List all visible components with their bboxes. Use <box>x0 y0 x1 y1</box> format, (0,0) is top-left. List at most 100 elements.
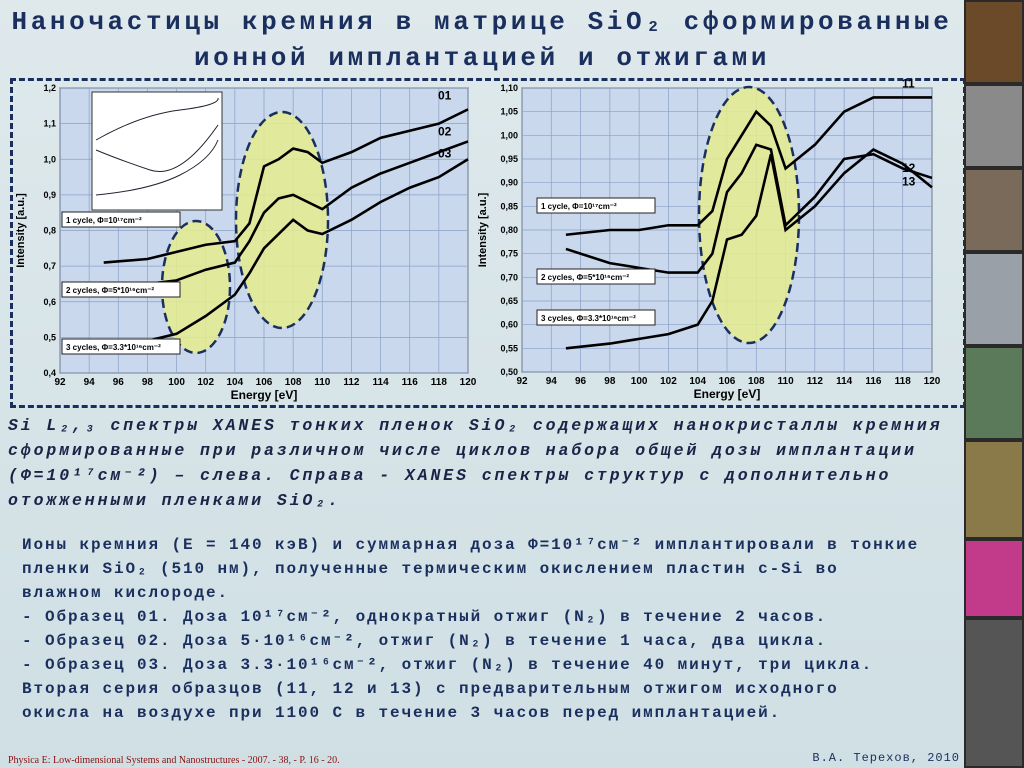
x-tick-label: 116 <box>402 377 419 388</box>
y-tick-label: 0,6 <box>43 297 56 307</box>
x-tick-label: 112 <box>807 376 824 387</box>
source: Physica E: Low-dimensional Systems and N… <box>8 755 340 766</box>
x-tick-label: 110 <box>778 376 795 387</box>
x-tick-label: 106 <box>719 376 736 387</box>
x-tick-label: 114 <box>836 376 853 387</box>
y-tick-label: 0,9 <box>43 190 56 200</box>
annotation-box <box>61 281 181 298</box>
body-line: влажном кислороде. <box>22 584 230 602</box>
body-line: - Образец 02. Доза 5·10¹⁶см⁻², отжиг (N₂… <box>22 632 828 650</box>
x-tick-label: 108 <box>748 376 765 387</box>
y-axis-label: Intensity [a.u.] <box>15 193 27 268</box>
series-label: 02 <box>438 124 452 138</box>
inset-curve <box>95 139 219 196</box>
x-tick-label: 112 <box>343 377 360 388</box>
title: Наночастицы кремния в матрице SiO₂ сформ… <box>0 4 964 76</box>
caption-line: Si L₂,₃ спектры XANES тонких пленок SiO₂… <box>8 416 943 435</box>
caption-line: отожженными пленками SiO₂. <box>8 491 341 510</box>
y-tick-label: 0,75 <box>500 249 518 259</box>
x-tick-label: 110 <box>314 377 331 388</box>
y-tick-label: 0,8 <box>43 226 56 236</box>
body-line: окисла на воздухе при 1100 С в течение 3… <box>22 704 782 722</box>
photo <box>966 2 1022 82</box>
inset-plot <box>91 91 223 211</box>
series-line <box>103 108 469 264</box>
y-axis-label: Intensity [a.u.] <box>477 192 489 267</box>
photo <box>966 620 1022 766</box>
y-tick-label: 0,80 <box>500 225 518 235</box>
photo-strip <box>964 0 1024 768</box>
x-tick-label: 104 <box>689 376 706 387</box>
y-tick-label: 1,2 <box>43 83 56 93</box>
x-tick-label: 116 <box>865 376 882 387</box>
y-tick-label: 1,05 <box>500 107 518 117</box>
series-label: 03 <box>438 146 452 160</box>
charts: 92 94 96 98 100 102 104 106 108 110 112 114 116 118 12… <box>15 76 941 402</box>
body-line: - Образец 01. Доза 10¹⁷см⁻², однократный… <box>22 608 828 626</box>
x-tick-label: 118 <box>895 376 912 387</box>
annotation-box <box>61 338 181 355</box>
y-tick-label: 0,55 <box>500 343 518 353</box>
x-tick-label: 108 <box>285 377 302 388</box>
x-tick-label: 96 <box>575 376 587 387</box>
x-tick-label: 106 <box>256 377 273 388</box>
x-tick-label: 98 <box>142 377 154 388</box>
x-tick-label: 92 <box>54 377 66 388</box>
body-line: Вторая серия образцов (11, 12 и 13) с пр… <box>22 680 839 698</box>
y-tick-label: 0,4 <box>43 368 56 378</box>
inset-curve <box>95 97 219 141</box>
x-tick-label: 100 <box>168 377 185 388</box>
x-tick-label: 120 <box>924 376 941 387</box>
x-tick-label: 104 <box>227 377 244 388</box>
series-line <box>103 140 469 286</box>
title-line: Наночастицы кремния в матрице SiO₂ сформ… <box>11 7 953 37</box>
annotation: 2 cycles, Φ=5*10¹⁶cm⁻² <box>541 273 629 282</box>
x-axis-label: Energy [eV] <box>231 388 298 402</box>
body-line: пленки SiO₂ (510 нм), полученные термиче… <box>22 560 839 578</box>
body-line: - Образец 03. Доза 3.3·10¹⁶см⁻², отжиг (… <box>22 656 874 674</box>
x-axis-label: Energy [eV] <box>694 387 761 401</box>
y-tick-label: 0,95 <box>500 154 518 164</box>
author: В.А. Терехов, 2010 <box>812 751 960 765</box>
inset-curve <box>95 124 219 172</box>
series-label: 11 <box>902 76 915 90</box>
y-tick-label: 1,10 <box>500 83 518 93</box>
highlight <box>234 110 330 330</box>
photo <box>966 541 1022 616</box>
y-tick-label: 0,5 <box>43 332 56 342</box>
annotation: 3 cycles, Φ=3.3*10¹⁶cm⁻² <box>541 314 636 323</box>
x-tick-label: 94 <box>546 376 558 387</box>
series-line <box>103 158 469 346</box>
y-tick-label: 1,0 <box>43 154 56 164</box>
y-tick-label: 0,90 <box>500 178 518 188</box>
annotation-box <box>61 211 181 228</box>
series-label: 01 <box>438 88 452 102</box>
x-tick-label: 114 <box>373 377 390 388</box>
annotation-box <box>536 268 656 285</box>
y-tick-label: 0,50 <box>500 367 518 377</box>
x-tick-label: 100 <box>631 376 648 387</box>
x-tick-label: 118 <box>431 377 448 388</box>
annotation: 3 cycles, Φ=3.3*10¹⁶cm⁻² <box>66 343 161 352</box>
photo <box>966 86 1022 166</box>
x-tick-label: 120 <box>460 377 477 388</box>
photo <box>966 254 1022 344</box>
photo <box>966 348 1022 438</box>
x-tick-label: 102 <box>660 376 677 387</box>
x-tick-label: 94 <box>84 377 96 388</box>
photo <box>966 442 1022 537</box>
x-tick-label: 102 <box>197 377 214 388</box>
annotation: 2 cycles, Φ=5*10¹⁶cm⁻² <box>66 286 154 295</box>
x-tick-label: 96 <box>113 377 125 388</box>
caption-line: (Φ=10¹⁷см⁻²) – слева. Справа - XANES спе… <box>8 466 892 485</box>
y-tick-label: 0,65 <box>500 296 518 306</box>
x-tick-label: 98 <box>604 376 616 387</box>
body-line: Ионы кремния (E = 140 кэВ) и суммарная д… <box>22 536 920 554</box>
y-tick-label: 0,85 <box>500 201 518 211</box>
y-tick-label: 0,70 <box>500 272 518 282</box>
y-tick-label: 1,00 <box>500 130 518 140</box>
caption-line: сформированные при различном числе цикло… <box>8 441 917 460</box>
caption: Si L₂,₃ спектры XANES тонких пленок SiO₂… <box>8 413 943 513</box>
annotation-box <box>536 197 656 214</box>
